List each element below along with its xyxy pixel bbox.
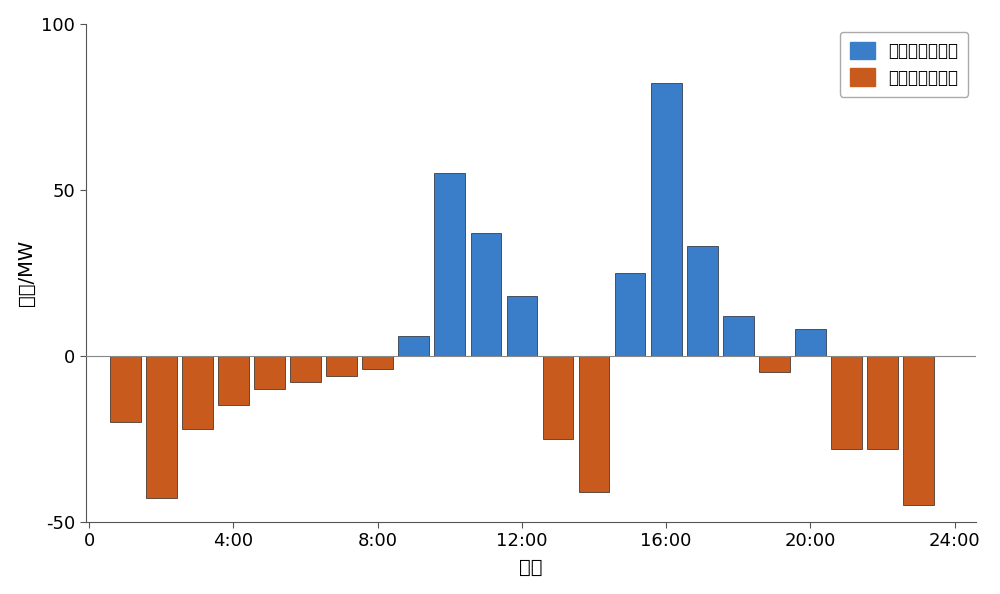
Bar (182, 356, 213, 429)
Bar (687, 246, 718, 356)
Bar (831, 356, 862, 448)
Bar (759, 356, 790, 372)
Bar (434, 173, 465, 356)
Bar (651, 83, 682, 356)
Bar (398, 336, 429, 356)
Bar (254, 356, 285, 389)
Bar (326, 356, 357, 375)
Bar (723, 316, 754, 356)
Bar (579, 356, 609, 492)
Bar (110, 356, 141, 422)
Bar (218, 356, 249, 405)
X-axis label: 时间: 时间 (519, 558, 543, 577)
Y-axis label: 功率/MW: 功率/MW (17, 239, 36, 306)
Bar (146, 356, 177, 498)
Bar (507, 296, 537, 356)
Bar (362, 356, 393, 369)
Bar (795, 329, 826, 356)
Bar (290, 356, 321, 382)
Bar (471, 233, 501, 356)
Bar (867, 356, 898, 448)
Bar (903, 356, 934, 505)
Legend: 向上灵活性需求, 向下灵活性需求: 向上灵活性需求, 向下灵活性需求 (840, 32, 968, 97)
Bar (543, 356, 573, 438)
Bar (615, 273, 645, 356)
